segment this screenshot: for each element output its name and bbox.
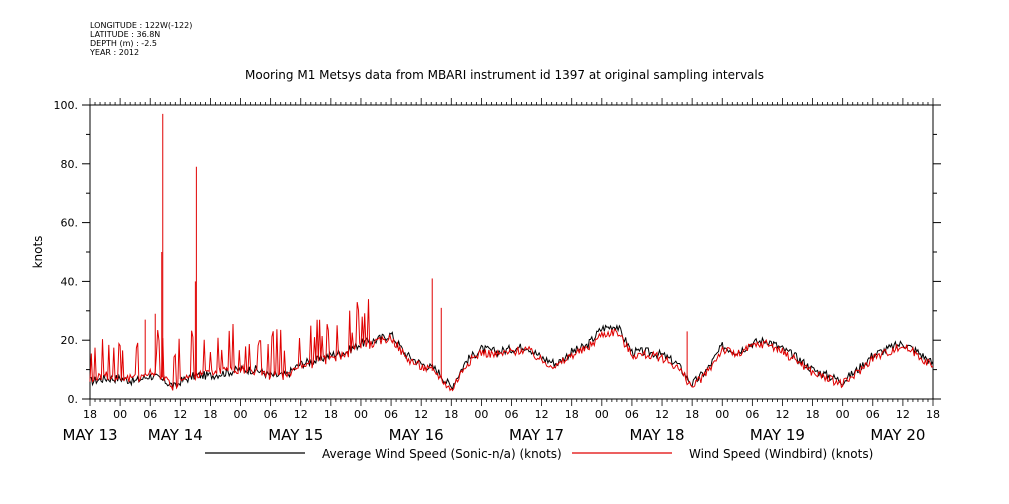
x-day-label: MAY 20 (870, 426, 925, 444)
legend-label: Average Wind Speed (Sonic-n/a) (knots) (322, 447, 562, 461)
x-tick-label: 00 (113, 408, 127, 421)
header-depth: DEPTH (m) : -2.5 (90, 39, 157, 48)
header-latitude: LATITUDE : 36.8N (90, 30, 161, 39)
series-line-windbird (89, 299, 934, 392)
x-tick-label: 06 (143, 408, 157, 421)
x-tick-label: 12 (414, 408, 428, 421)
y-tick-label: 20. (61, 334, 79, 347)
x-tick-label: 06 (625, 408, 639, 421)
legend-label: Wind Speed (Windbird) (knots) (689, 447, 873, 461)
x-tick-label: 00 (354, 408, 368, 421)
x-tick-label: 18 (444, 408, 458, 421)
x-day-label: MAY 14 (148, 426, 203, 444)
x-tick-label: 00 (474, 408, 488, 421)
x-tick-label: 12 (655, 408, 669, 421)
x-tick-label: 00 (595, 408, 609, 421)
x-tick-label: 18 (685, 408, 699, 421)
x-day-label: MAY 13 (62, 426, 117, 444)
header-longitude: LONGITUDE : 122W(-122) (90, 21, 193, 30)
x-day-label: MAY 18 (629, 426, 684, 444)
x-tick-label: 18 (83, 408, 97, 421)
y-tick-label: 40. (61, 275, 79, 288)
chart-title: Mooring M1 Metsys data from MBARI instru… (245, 68, 764, 82)
x-day-label: MAY 16 (389, 426, 444, 444)
y-tick-label: 80. (61, 158, 79, 171)
x-tick-label: 12 (896, 408, 910, 421)
y-tick-label: 100. (54, 99, 79, 112)
x-tick-label: 18 (926, 408, 940, 421)
x-tick-label: 18 (565, 408, 579, 421)
series-line-sonic (89, 324, 934, 391)
x-tick-label: 18 (203, 408, 217, 421)
x-tick-label: 06 (866, 408, 880, 421)
x-tick-label: 12 (775, 408, 789, 421)
x-tick-label: 12 (173, 408, 187, 421)
x-day-label: MAY 17 (509, 426, 564, 444)
x-tick-label: 06 (384, 408, 398, 421)
x-tick-label: 00 (715, 408, 729, 421)
plot-frame (89, 104, 934, 400)
x-tick-label: 06 (264, 408, 278, 421)
y-tick-label: 0. (68, 393, 79, 406)
header-year: YEAR : 2012 (90, 48, 140, 57)
x-tick-label: 12 (535, 408, 549, 421)
x-tick-label: 06 (745, 408, 759, 421)
x-day-label: MAY 19 (750, 426, 805, 444)
y-axis-label: knots (31, 236, 45, 269)
x-day-label: MAY 15 (268, 426, 323, 444)
x-tick-label: 00 (234, 408, 248, 421)
x-tick-label: 18 (806, 408, 820, 421)
x-tick-label: 00 (836, 408, 850, 421)
x-tick-label: 18 (324, 408, 338, 421)
x-tick-label: 12 (294, 408, 308, 421)
y-tick-label: 60. (61, 217, 79, 230)
x-tick-label: 06 (505, 408, 519, 421)
